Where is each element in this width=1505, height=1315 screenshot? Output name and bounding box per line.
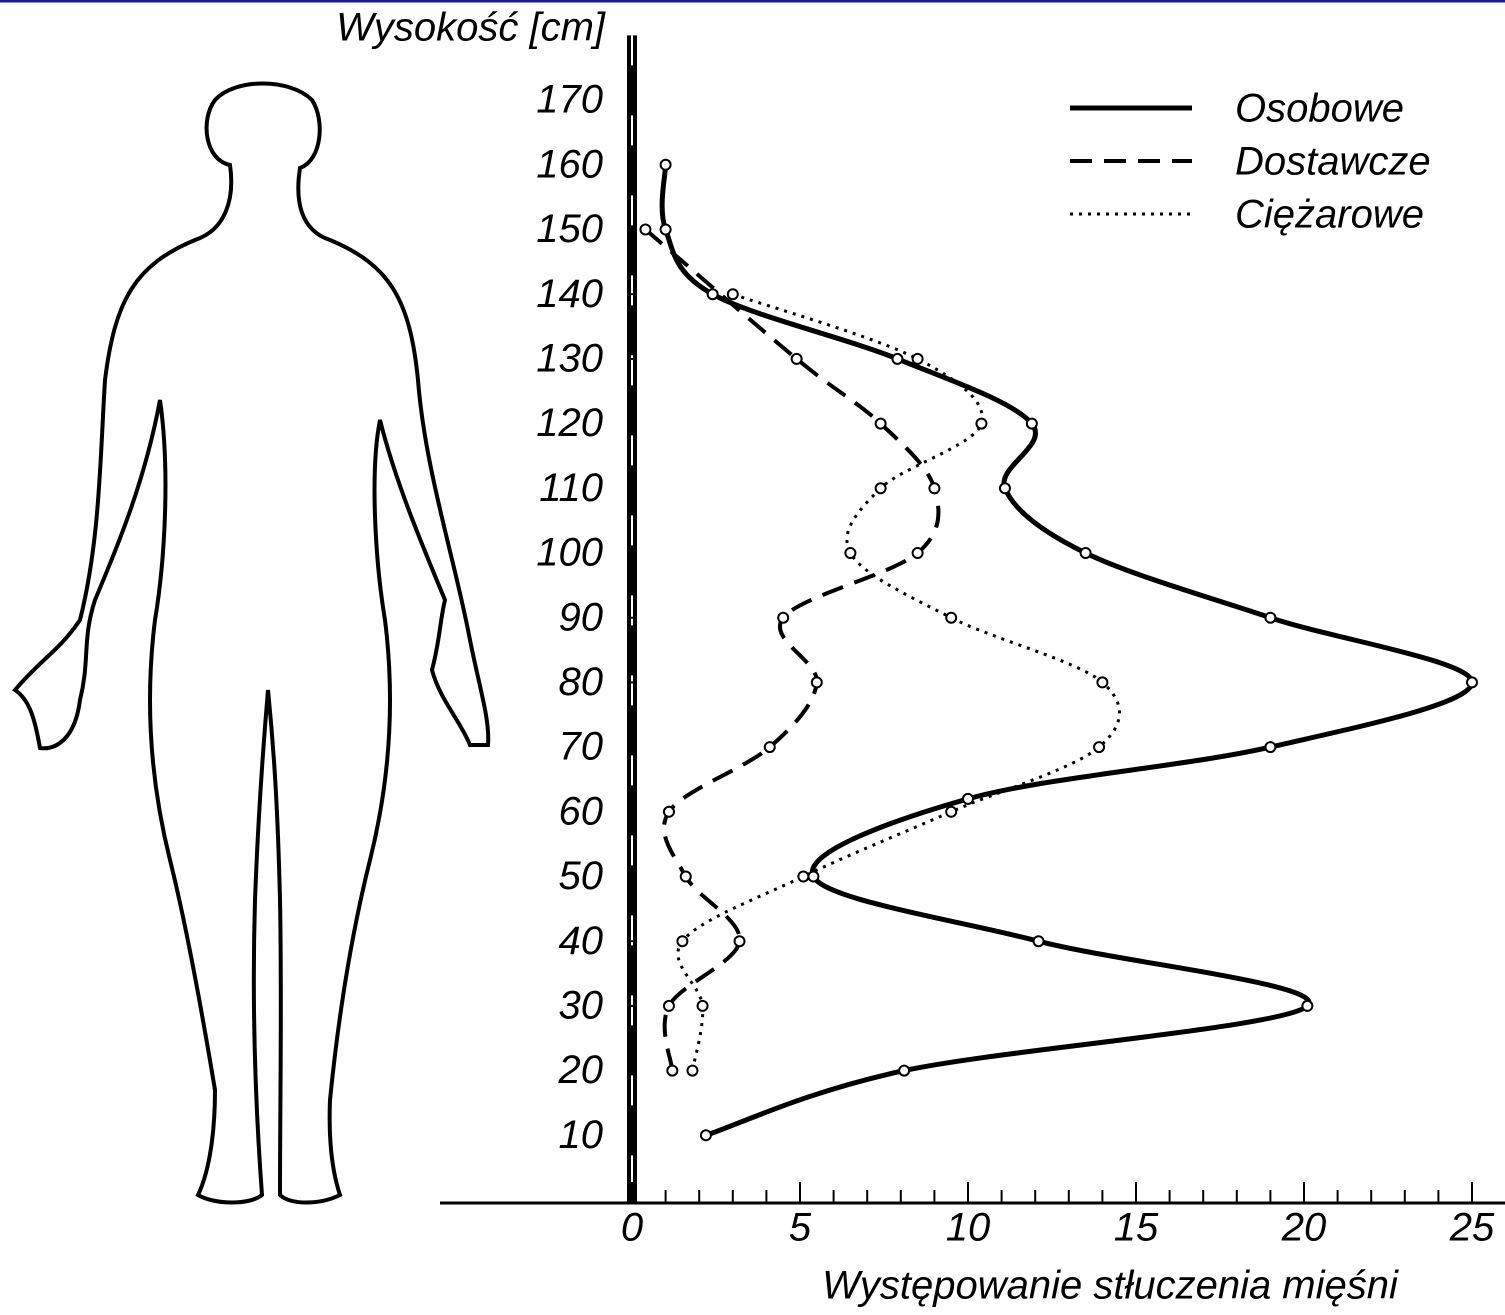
- data-point: [976, 419, 986, 429]
- data-point: [1265, 613, 1275, 623]
- data-point: [808, 872, 818, 882]
- y-tick-label: 70: [559, 725, 604, 769]
- series-line: [678, 294, 1120, 1070]
- y-tick-label: 50: [559, 854, 604, 898]
- data-point: [1467, 677, 1477, 687]
- data-point: [1265, 742, 1275, 752]
- data-point: [1097, 677, 1107, 687]
- data-point: [708, 289, 718, 299]
- data-point: [687, 1066, 697, 1076]
- data-point: [946, 807, 956, 817]
- human-silhouette: [15, 84, 488, 1203]
- x-tick-label: 5: [789, 1206, 812, 1250]
- data-point: [876, 419, 886, 429]
- data-point: [1094, 742, 1104, 752]
- x-tick-label: 10: [946, 1206, 991, 1250]
- data-point: [701, 1130, 711, 1140]
- x-tick-label: 0: [621, 1206, 643, 1250]
- legend-label: Osobowe: [1235, 87, 1404, 131]
- y-tick-label: 140: [536, 272, 603, 316]
- data-point: [899, 1066, 909, 1076]
- x-tick-label: 25: [1449, 1206, 1495, 1250]
- data-point: [765, 742, 775, 752]
- data-point: [661, 160, 671, 170]
- legend-label: Dostawcze: [1235, 140, 1431, 184]
- legend-label: Ciężarowe: [1235, 193, 1424, 237]
- data-point: [892, 354, 902, 364]
- x-tick-label: 20: [1281, 1206, 1327, 1250]
- data-point: [640, 225, 650, 235]
- y-tick-label: 60: [559, 789, 604, 833]
- data-point: [1027, 419, 1037, 429]
- y-tick-label: 90: [559, 595, 604, 639]
- data-point: [812, 677, 822, 687]
- data-point: [1302, 1001, 1312, 1011]
- y-tick-label: 120: [536, 401, 603, 445]
- y-tick-label: 160: [536, 142, 603, 186]
- data-point: [664, 1001, 674, 1011]
- y-tick-label: 30: [559, 983, 604, 1027]
- data-point: [661, 225, 671, 235]
- data-point: [798, 872, 808, 882]
- y-tick-label: 100: [536, 531, 603, 575]
- data-point: [735, 936, 745, 946]
- y-tick-label: 170: [536, 78, 603, 122]
- data-point: [792, 354, 802, 364]
- data-point: [913, 354, 923, 364]
- data-point: [1000, 483, 1010, 493]
- y-tick-label: 20: [558, 1048, 604, 1092]
- y-tick-label: 150: [536, 207, 603, 251]
- series-line: [662, 165, 1472, 1136]
- data-point: [681, 872, 691, 882]
- data-point: [698, 1001, 708, 1011]
- data-point: [845, 548, 855, 558]
- data-point: [913, 548, 923, 558]
- data-point: [677, 936, 687, 946]
- x-tick-label: 15: [1114, 1206, 1159, 1250]
- data-point: [1034, 936, 1044, 946]
- data-point: [778, 613, 788, 623]
- chart: Wysokość [cm] Występowanie stłuczenia mię…: [0, 0, 1505, 1315]
- y-tick-label: 10: [559, 1113, 604, 1157]
- y-tick-label: 40: [559, 919, 604, 963]
- y-axis-label: Wysokość [cm]: [336, 6, 606, 50]
- y-tick-label: 110: [539, 466, 603, 510]
- data-point: [1081, 548, 1091, 558]
- data-point: [946, 613, 956, 623]
- data-point: [728, 289, 738, 299]
- data-point: [876, 483, 886, 493]
- y-tick-label: 80: [559, 660, 604, 704]
- data-point: [664, 807, 674, 817]
- data-point: [929, 483, 939, 493]
- data-point: [667, 1066, 677, 1076]
- y-tick-label: 130: [536, 336, 603, 380]
- x-axis-label: Występowanie stłuczenia mięśni: [822, 1264, 1399, 1308]
